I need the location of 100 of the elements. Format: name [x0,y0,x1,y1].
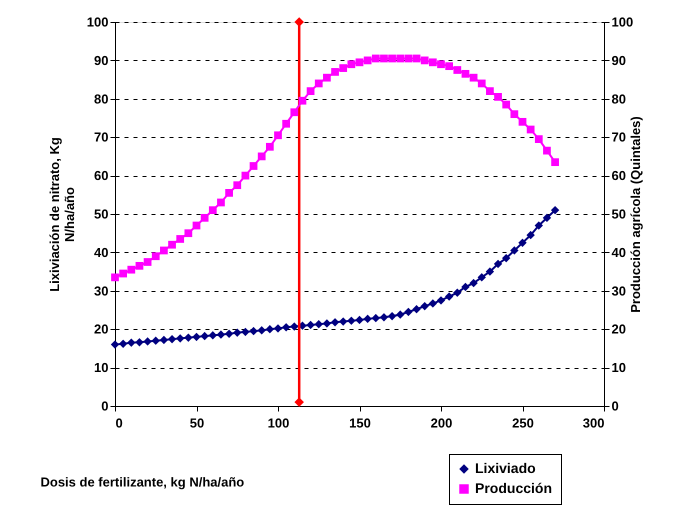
point [542,214,552,222]
point [494,93,502,101]
point [380,54,388,62]
point [470,74,478,82]
point [526,126,535,134]
point [144,258,152,266]
point [282,120,290,128]
y2-tick-label: 60 [612,168,626,184]
x-axis-title: Dosis de fertilizante, kg N/ha/año [40,474,244,490]
point [314,80,323,88]
point [184,229,192,238]
y-tick-label: 20 [94,322,108,337]
point [294,397,304,407]
y2-tick-label: 50 [612,206,626,222]
point [494,260,502,268]
y-tick-label: 30 [94,283,108,298]
y2-tick-label: 20 [612,322,626,337]
point [437,60,445,68]
point [135,338,144,346]
point [502,100,510,108]
point [306,87,314,95]
point [453,288,462,297]
y-tick-label: 70 [94,130,108,145]
point [462,70,470,78]
point [176,334,184,343]
point [428,299,438,308]
y-tick-label: 80 [94,91,108,106]
point [510,110,518,118]
point [388,312,396,320]
point [486,87,494,95]
point [250,162,258,170]
y-tick-label: 50 [94,206,108,222]
point [420,56,429,64]
point [274,131,282,140]
point [486,267,494,276]
point [502,254,510,262]
point [152,252,160,260]
point [306,320,315,330]
point [372,54,380,62]
x-tick-label: 100 [268,416,290,430]
point [534,135,543,143]
point [200,332,209,340]
point [258,326,266,335]
point [294,17,304,27]
y2-tick-label: 80 [612,91,626,106]
point [478,273,486,282]
y2-tick-label: 90 [612,52,626,68]
point [258,152,266,160]
point [216,330,226,339]
point [404,54,412,62]
y-tick-label: 40 [94,244,108,260]
x-tick-label: 50 [190,416,204,430]
point [428,58,437,66]
point [543,146,551,155]
point [453,66,462,74]
point [249,326,258,336]
point [110,340,120,349]
point [266,142,274,151]
point [118,340,128,348]
point [372,314,380,322]
point [192,222,200,230]
point [200,214,209,222]
point [111,273,119,282]
point [396,310,404,319]
point [420,302,429,310]
point [176,235,184,243]
point [224,330,234,338]
point [412,54,420,62]
point [396,54,404,62]
x-tick-label: 200 [430,416,452,430]
point [445,62,454,70]
point [290,322,298,331]
point [160,246,168,254]
point [208,206,217,214]
point [347,316,356,325]
point [339,64,348,72]
legend-label: Producción [475,480,552,496]
point [534,221,543,230]
point [127,266,136,274]
y2-tick-label: 40 [612,244,626,260]
point [518,238,527,247]
point [242,172,250,180]
y2-tick-label: 30 [612,283,626,298]
point [551,158,559,166]
point [478,80,486,88]
point [233,328,242,337]
point [550,206,560,214]
point [225,189,233,197]
point [143,337,152,346]
point [331,68,339,76]
point [461,282,470,292]
point [339,317,348,326]
point [518,118,526,126]
point [356,58,364,66]
point [241,328,250,336]
y2-tick-label: 10 [612,360,626,376]
point [160,336,168,344]
point [380,313,388,322]
y-tick-label: 90 [94,52,108,68]
y2-tick-label: 0 [612,398,619,414]
